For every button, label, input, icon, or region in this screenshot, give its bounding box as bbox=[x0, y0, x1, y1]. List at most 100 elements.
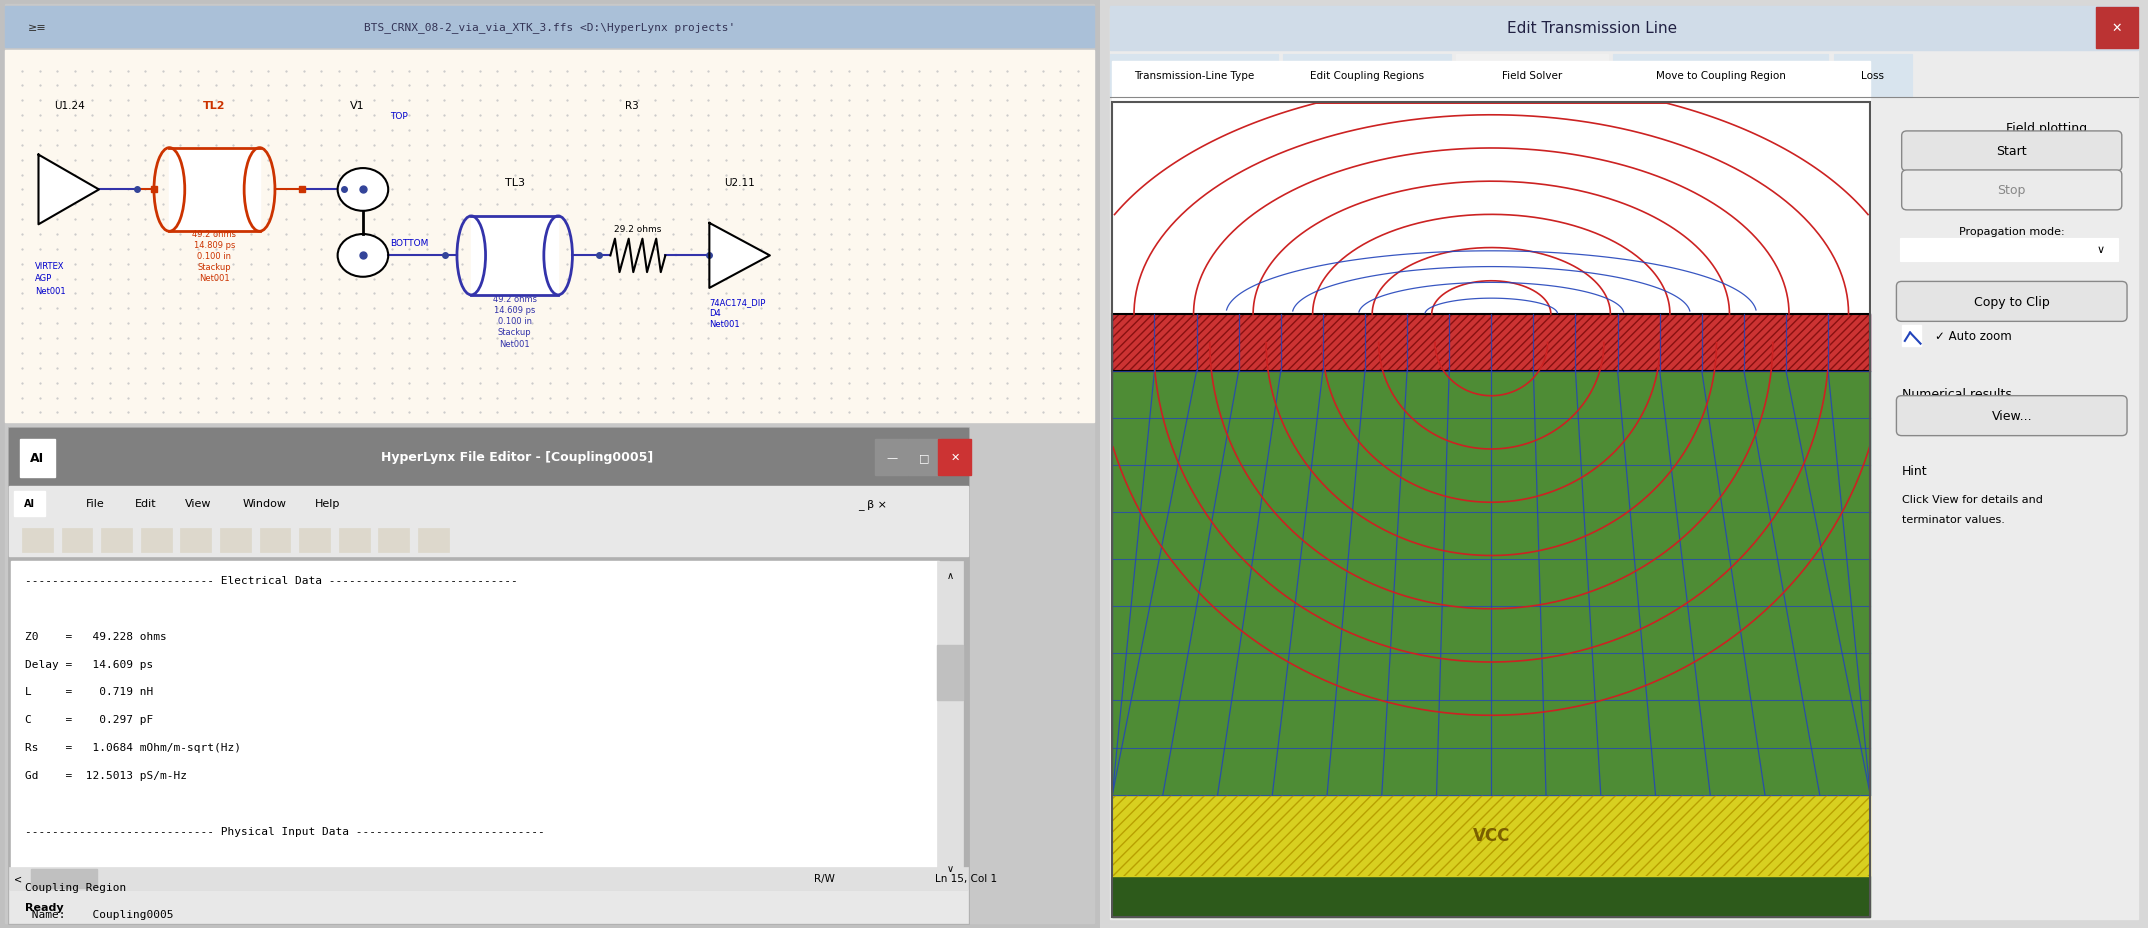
Text: Field Solver: Field Solver bbox=[1501, 71, 1562, 81]
Text: VCC: VCC bbox=[1474, 827, 1510, 844]
Text: ✕: ✕ bbox=[949, 453, 960, 462]
Text: TOP: TOP bbox=[391, 111, 408, 121]
Text: L     =    0.719 nH: L = 0.719 nH bbox=[26, 687, 153, 697]
Bar bbox=[1113, 315, 1871, 371]
Text: Z0    =   49.228 ohms: Z0 = 49.228 ohms bbox=[26, 631, 168, 641]
Text: Edit Coupling Regions: Edit Coupling Regions bbox=[1310, 71, 1424, 81]
Text: Loss: Loss bbox=[1862, 71, 1884, 81]
Bar bbox=[1113, 103, 1871, 917]
Bar bbox=[9, 522, 969, 557]
Bar bbox=[1113, 315, 1871, 371]
Text: C     =    0.297 pF: C = 0.297 pF bbox=[26, 715, 153, 725]
Text: File: File bbox=[86, 499, 105, 509]
Bar bbox=[874, 440, 909, 475]
Bar bbox=[1613, 55, 1828, 97]
Bar bbox=[9, 486, 969, 522]
Text: Hint: Hint bbox=[1901, 465, 1927, 478]
Text: 74AC174_DIP: 74AC174_DIP bbox=[709, 297, 765, 306]
Text: U2.11: U2.11 bbox=[724, 177, 754, 187]
Bar bbox=[1899, 238, 2118, 262]
Text: BTS_CRNX_08-2_via_via_XTK_3.ffs <D:\HyperLynx projects': BTS_CRNX_08-2_via_via_XTK_3.ffs <D:\Hype… bbox=[365, 22, 735, 33]
Text: ---------------------------- Physical Input Data ----------------------------: ---------------------------- Physical In… bbox=[26, 826, 546, 836]
Text: AI: AI bbox=[24, 499, 34, 509]
FancyBboxPatch shape bbox=[1897, 282, 2127, 322]
Bar bbox=[1113, 103, 1871, 917]
Text: Gd    =  12.5013 pS/m-Hz: Gd = 12.5013 pS/m-Hz bbox=[26, 770, 187, 780]
Bar bbox=[170, 148, 260, 232]
Bar bbox=[1834, 55, 1912, 97]
Bar bbox=[470, 217, 558, 295]
Text: Field plotting: Field plotting bbox=[2006, 122, 2088, 135]
Text: U1.24: U1.24 bbox=[54, 100, 84, 110]
Bar bbox=[937, 561, 964, 888]
Bar bbox=[6, 6, 1093, 48]
Bar bbox=[1882, 97, 2137, 919]
Bar bbox=[21, 528, 54, 552]
Bar bbox=[1111, 6, 2137, 51]
Text: ∨: ∨ bbox=[947, 863, 954, 872]
Text: 29.2 ohms: 29.2 ohms bbox=[614, 225, 662, 234]
FancyBboxPatch shape bbox=[1897, 396, 2127, 436]
Text: Net001: Net001 bbox=[709, 319, 739, 329]
Circle shape bbox=[337, 235, 389, 277]
Bar bbox=[339, 528, 369, 552]
Text: —: — bbox=[887, 453, 898, 462]
Bar bbox=[219, 528, 251, 552]
Bar bbox=[142, 528, 172, 552]
Text: V1: V1 bbox=[350, 100, 365, 110]
Text: Rs    =   1.0684 mOhm/m-sqrt(Hz): Rs = 1.0684 mOhm/m-sqrt(Hz) bbox=[26, 742, 241, 753]
Text: Ln 15, Col 1: Ln 15, Col 1 bbox=[934, 873, 997, 883]
Bar bbox=[1901, 326, 1920, 346]
Text: AGP: AGP bbox=[34, 274, 52, 283]
Bar bbox=[299, 528, 331, 552]
Circle shape bbox=[337, 169, 389, 212]
Text: 14.609 ps: 14.609 ps bbox=[494, 305, 535, 315]
Text: Net001: Net001 bbox=[498, 339, 531, 348]
Text: ≥≡: ≥≡ bbox=[28, 23, 47, 32]
Text: Propagation mode:: Propagation mode: bbox=[1959, 227, 2064, 237]
Text: Move to Coupling Region: Move to Coupling Region bbox=[1656, 71, 1785, 81]
Bar bbox=[101, 528, 131, 552]
Bar bbox=[1113, 794, 1871, 876]
Text: BOTTOM: BOTTOM bbox=[391, 238, 430, 248]
Bar bbox=[15, 492, 45, 516]
Bar bbox=[1113, 62, 1871, 315]
Text: TL3: TL3 bbox=[505, 177, 524, 187]
Text: 49.2 ohms: 49.2 ohms bbox=[492, 294, 537, 303]
Bar bbox=[1282, 55, 1450, 97]
Bar bbox=[378, 528, 408, 552]
Text: Ready: Ready bbox=[26, 902, 64, 911]
Text: View: View bbox=[185, 499, 211, 509]
Text: Edit Transmission Line: Edit Transmission Line bbox=[1508, 21, 1678, 36]
Polygon shape bbox=[39, 155, 99, 225]
Text: VIRTEX: VIRTEX bbox=[34, 262, 64, 271]
Text: R/W: R/W bbox=[814, 873, 836, 883]
Bar bbox=[30, 869, 97, 888]
Text: AI: AI bbox=[30, 452, 45, 465]
Bar bbox=[11, 561, 939, 888]
Polygon shape bbox=[709, 224, 769, 289]
Text: ✓ Auto zoom: ✓ Auto zoom bbox=[1935, 329, 2013, 342]
Text: 14.809 ps: 14.809 ps bbox=[193, 240, 234, 250]
Text: Click View for details and: Click View for details and bbox=[1901, 495, 2043, 504]
Text: □: □ bbox=[919, 453, 930, 462]
Text: 0.100 in: 0.100 in bbox=[498, 316, 533, 326]
Bar bbox=[9, 429, 969, 486]
Bar bbox=[1111, 55, 1278, 97]
Text: Name:    Coupling0005: Name: Coupling0005 bbox=[26, 909, 174, 920]
Text: Transmission-Line Type: Transmission-Line Type bbox=[1134, 71, 1254, 81]
Text: Coupling Region: Coupling Region bbox=[26, 882, 127, 892]
Text: Numerical results: Numerical results bbox=[1901, 388, 2011, 401]
Text: 49.2 ohms: 49.2 ohms bbox=[193, 229, 236, 238]
Text: Help: Help bbox=[314, 499, 339, 509]
Bar bbox=[19, 440, 56, 477]
Text: ✕: ✕ bbox=[2111, 22, 2122, 35]
Bar bbox=[9, 890, 969, 923]
Bar bbox=[1113, 876, 1871, 917]
Bar bbox=[9, 429, 969, 923]
Bar bbox=[6, 51, 1093, 422]
Text: Stop: Stop bbox=[1998, 185, 2026, 197]
Bar bbox=[419, 528, 449, 552]
Text: Net001: Net001 bbox=[200, 274, 230, 283]
Bar bbox=[1456, 55, 1609, 97]
